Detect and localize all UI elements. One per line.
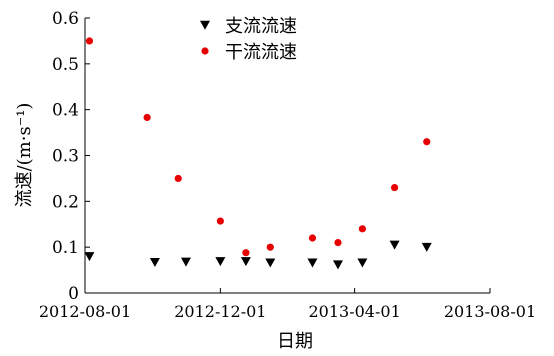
data-point-triangle: [215, 257, 226, 267]
legend-label: 支流流速: [225, 16, 297, 37]
data-point-circle: [423, 138, 431, 146]
data-point-circle: [242, 249, 250, 257]
data-point-circle: [308, 234, 317, 242]
data-point-circle: [334, 238, 342, 247]
data-marks: [84, 37, 432, 270]
x-axis-label: 日期: [277, 331, 313, 352]
y-tick-label: 0.2: [52, 192, 79, 212]
data-point-circle: [358, 225, 366, 233]
data-point-circle: [174, 174, 182, 183]
x-tick-label: 2012-08-01: [39, 302, 131, 321]
y-ticks: 0 0.1 0.2 0.3 0.4 0.5 0.6: [52, 9, 90, 304]
data-point-triangle: [180, 257, 191, 267]
data-point-triangle: [357, 258, 368, 268]
legend-marker: [201, 47, 209, 55]
data-point-circle: [390, 183, 399, 192]
y-axis-label: 流速/(m·s⁻¹): [14, 103, 35, 208]
legend-label: 干流流速: [225, 42, 297, 63]
data-point-triangle: [332, 260, 343, 270]
x-tick-label: 2013-08-01: [444, 302, 536, 321]
y-tick-label: 0.6: [52, 9, 79, 29]
y-tick-label: 0.1: [52, 238, 79, 258]
y-tick-label: 0: [68, 284, 79, 304]
x-tick-label: 2012-12-01: [174, 302, 266, 321]
data-point-triangle: [307, 258, 318, 268]
data-point-triangle: [149, 258, 160, 268]
data-point-circle: [143, 113, 151, 122]
data-point-triangle: [240, 257, 251, 267]
x-tick-label: 2013-04-01: [309, 302, 401, 321]
data-point-circle: [85, 37, 94, 45]
y-tick-label: 0.5: [52, 55, 79, 75]
y-tick-label: 0.3: [52, 147, 79, 167]
data-point-triangle: [421, 242, 432, 252]
x-ticks: 2012-08-01 2012-12-01 2013-04-01 2013-08-01: [39, 288, 536, 321]
data-point-triangle: [265, 258, 276, 268]
data-point-triangle: [389, 240, 400, 250]
y-tick-label: 0.4: [52, 101, 79, 121]
data-point-circle: [266, 243, 274, 251]
data-point-circle: [216, 217, 224, 225]
data-point-triangle: [84, 252, 95, 262]
legend-marker: [200, 20, 210, 30]
